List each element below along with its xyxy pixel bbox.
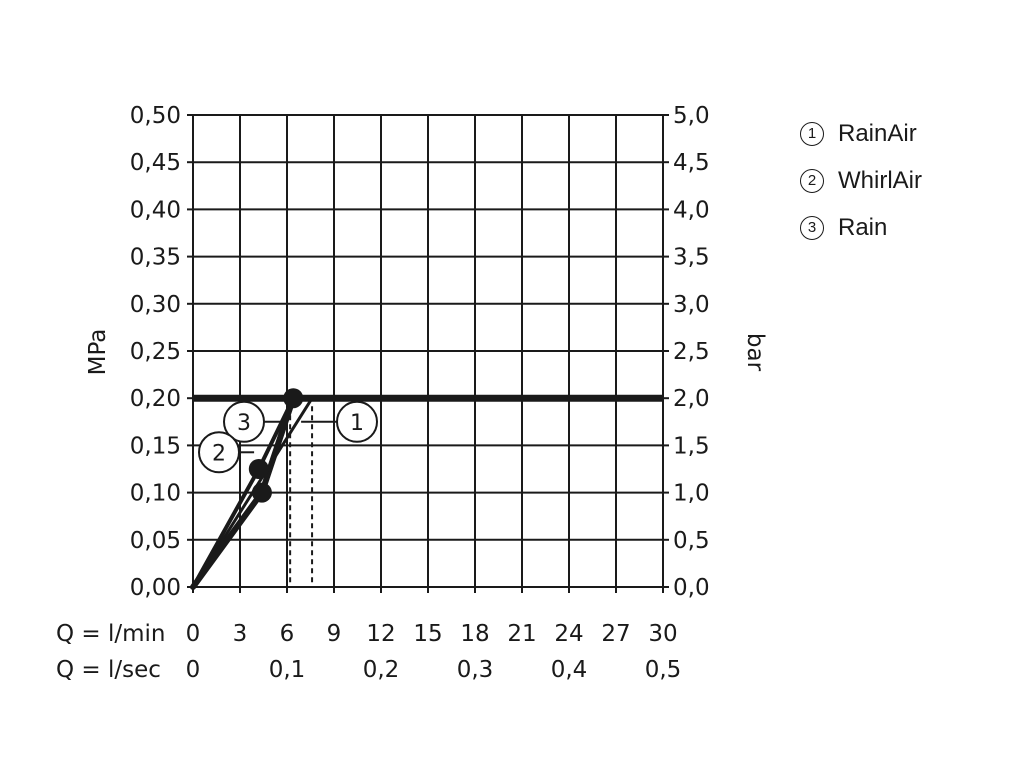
y-tick-label: 0,35 [130, 245, 181, 271]
series-badge-circle [223, 400, 265, 443]
x-tick-label-min: 6 [280, 621, 295, 647]
x-tick-label-min: 24 [554, 621, 583, 647]
y-right-tick-label: 3,5 [673, 245, 710, 271]
y-tick-label: 0,30 [130, 292, 181, 318]
x-tick-label-min: 9 [327, 621, 342, 647]
x-tick-label-min: 12 [366, 621, 395, 647]
x-tick-label-sec: 0,3 [457, 657, 494, 683]
series-badge-number: 1 [350, 411, 364, 436]
y-tick-label: 0,25 [130, 339, 181, 365]
y-right-tick-label: 2,5 [673, 339, 710, 365]
y-tick-label: 0,40 [130, 197, 181, 223]
legend-item: 3 Rain [800, 204, 922, 251]
legend-item: 1 RainAir [800, 110, 922, 157]
data-point-marker [283, 388, 304, 409]
legend-number: 3 [800, 215, 824, 240]
data-point-marker [251, 482, 272, 503]
legend-label: Rain [838, 213, 888, 241]
y-right-tick-label: 2,0 [673, 386, 710, 412]
y-tick-label: 0,00 [130, 575, 181, 601]
series-badge-number: 2 [212, 441, 226, 466]
legend-item: 2 WhirlAir [800, 157, 922, 204]
legend-label: WhirlAir [838, 166, 922, 194]
legend-number: 2 [800, 168, 824, 193]
y-axis-label-left: MPa [85, 329, 111, 376]
y-right-tick-label: 1,0 [673, 481, 710, 507]
grid [187, 114, 669, 593]
x-tick-label-sec: 0,4 [551, 657, 588, 683]
series-badges: 1 32 [198, 400, 378, 474]
y-right-tick-label: 5,0 [673, 103, 710, 129]
y-right-tick-label: 4,0 [673, 197, 710, 223]
y-tick-label: 0,15 [130, 433, 181, 459]
y-tick-label: 0,05 [130, 528, 181, 554]
y-tick-label: 0,20 [130, 386, 181, 412]
legend: 1 RainAir 2 WhirlAir 3 Rain [800, 110, 922, 251]
dashed-guides [289, 406, 314, 587]
x-tick-label-min: 27 [601, 621, 630, 647]
x-tick-label-min: 30 [648, 621, 677, 647]
series-badge-circle [336, 400, 378, 443]
y-axis-label-right: bar [742, 333, 768, 372]
y-right-tick-label: 0,0 [673, 575, 710, 601]
y-tick-label: 0,45 [130, 150, 181, 176]
y-tick-label: 0,50 [130, 103, 181, 129]
tick-labels: 0,000,050,100,150,200,250,300,350,400,45… [130, 103, 710, 683]
y-right-tick-label: 1,5 [673, 433, 710, 459]
series-badge-circle [198, 431, 240, 474]
y-right-tick-label: 0,5 [673, 528, 710, 554]
markers [248, 388, 304, 503]
x-axis-label-min: Q = l/min [56, 621, 166, 647]
legend-label: RainAir [838, 119, 917, 147]
x-tick-label-sec: 0,2 [363, 657, 400, 683]
x-tick-label-min: 0 [186, 621, 201, 647]
y-right-tick-label: 4,5 [673, 150, 710, 176]
x-tick-label-min: 3 [233, 621, 248, 647]
x-tick-label-min: 18 [460, 621, 489, 647]
x-tick-label-min: 15 [413, 621, 442, 647]
legend-number: 1 [800, 121, 824, 146]
y-tick-label: 0,10 [130, 481, 181, 507]
series-badge-number: 3 [237, 411, 251, 436]
x-tick-label-sec: 0,1 [269, 657, 306, 683]
data-point-marker [248, 459, 269, 479]
y-right-tick-label: 3,0 [673, 292, 710, 318]
x-axis-label-sec: Q = l/sec [56, 657, 161, 683]
x-tick-label-min: 21 [507, 621, 536, 647]
x-tick-label-sec: 0 [186, 657, 201, 683]
x-tick-label-sec: 0,5 [645, 657, 682, 683]
